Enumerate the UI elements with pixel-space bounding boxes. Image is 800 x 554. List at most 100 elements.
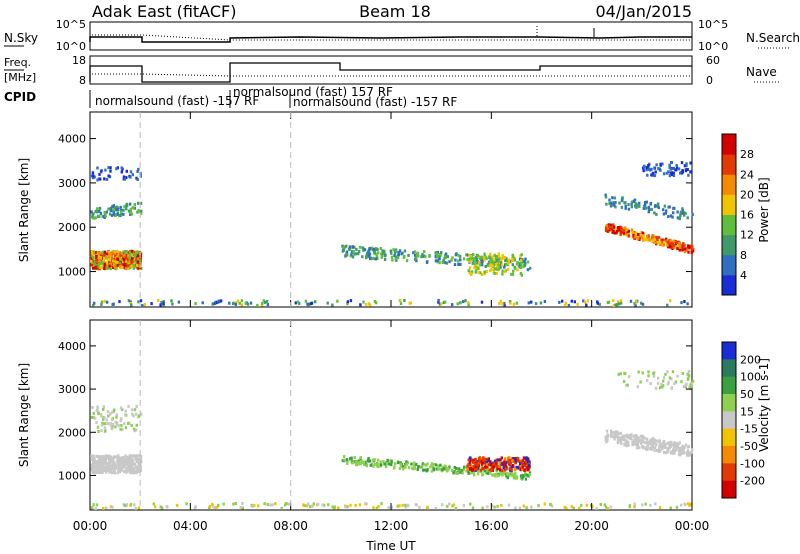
power-cell xyxy=(127,209,131,213)
power-cell xyxy=(608,198,611,202)
power-cell xyxy=(522,265,525,269)
vel-cell xyxy=(414,503,418,507)
power-cell xyxy=(681,248,685,252)
vel-cell xyxy=(636,385,639,389)
vel-cell xyxy=(470,458,474,462)
vel-cell xyxy=(617,372,620,376)
vel-cell xyxy=(630,437,633,441)
vel-cell xyxy=(452,471,455,475)
power-cell xyxy=(666,303,669,307)
vel-cell xyxy=(639,438,642,442)
power-cell xyxy=(111,250,114,254)
vel-cell xyxy=(131,454,134,458)
vel-cell xyxy=(386,458,389,462)
power-cell xyxy=(619,301,623,305)
power-cell xyxy=(122,256,125,260)
vel-cell xyxy=(134,457,137,461)
power-cell xyxy=(125,250,128,253)
power-cell xyxy=(644,238,648,242)
vel-cell xyxy=(504,461,508,465)
power-cell xyxy=(466,253,469,257)
vel-cell xyxy=(467,462,470,466)
vel-cell xyxy=(125,470,128,474)
vel-cell xyxy=(654,502,657,506)
power-cell xyxy=(116,213,120,216)
vel-cell xyxy=(451,504,454,508)
power-cell xyxy=(618,201,621,205)
vel-colorbar-tick: 200 xyxy=(740,353,761,366)
vel-cell xyxy=(366,458,370,462)
vel-cell xyxy=(128,457,131,461)
power-cell xyxy=(528,266,532,270)
vel-cell xyxy=(661,385,664,389)
power-cell xyxy=(97,264,100,268)
vel-cell xyxy=(104,461,107,465)
vel-cell xyxy=(356,462,359,466)
vel-cell xyxy=(622,379,626,383)
power-cell xyxy=(468,253,471,257)
freq-label: Freq. xyxy=(4,56,31,69)
vel-cell xyxy=(111,460,114,464)
power-cell xyxy=(438,257,441,261)
power-cell xyxy=(160,300,163,304)
power-cell xyxy=(669,167,673,171)
vel-cell xyxy=(104,506,108,510)
vel-cell xyxy=(90,454,93,458)
power-cell xyxy=(622,231,626,235)
vel-cell xyxy=(441,503,444,507)
vel-cell xyxy=(211,504,214,508)
vel-cell xyxy=(373,458,376,462)
power-cell xyxy=(114,260,117,264)
vel-cell xyxy=(109,412,112,416)
vel-colorbar-swatch xyxy=(722,428,736,447)
vel-cell xyxy=(637,439,640,443)
power-cell xyxy=(99,261,102,265)
power-cell xyxy=(383,254,387,258)
vel-cell xyxy=(508,456,511,460)
vel-colorbar-swatch xyxy=(722,411,736,430)
power-cell xyxy=(483,258,486,262)
power-cell xyxy=(105,210,108,214)
vel-cell xyxy=(606,506,609,510)
vel-cell xyxy=(633,505,636,509)
power-cell xyxy=(668,174,671,178)
power-cell xyxy=(98,258,101,262)
power-scatter-data xyxy=(90,161,695,308)
power-cell xyxy=(129,209,132,213)
vel-cell xyxy=(333,506,336,510)
vel-cell xyxy=(124,409,127,413)
power-cell xyxy=(641,302,645,306)
vel-cell xyxy=(686,449,690,453)
power-cell xyxy=(681,245,684,249)
power-cell xyxy=(162,300,165,304)
power-cell xyxy=(122,175,126,179)
vel-cell xyxy=(678,450,682,454)
vel-colorbar-swatch xyxy=(722,342,736,360)
vel-cell xyxy=(591,505,594,509)
vel-cell xyxy=(670,386,673,390)
power-cell xyxy=(124,262,127,266)
vel-cell xyxy=(516,466,519,470)
power-cell xyxy=(107,166,110,170)
power-cell xyxy=(614,201,617,204)
vel-cell xyxy=(119,463,123,467)
power-cell xyxy=(497,252,500,256)
power-cell xyxy=(503,301,506,305)
vel-cell xyxy=(102,408,105,411)
noise-left-tick-top: 10^5 xyxy=(56,18,86,31)
vel-cell xyxy=(512,465,515,469)
vel-cell xyxy=(417,465,420,468)
vel-cell xyxy=(437,466,440,470)
power-cell xyxy=(306,302,309,306)
vel-cell xyxy=(393,465,396,469)
vel-cell xyxy=(404,503,407,507)
power-cell xyxy=(407,253,410,257)
vel-cell xyxy=(441,465,445,469)
vel-cell xyxy=(117,454,120,458)
noise-right-tick-bottom: 10^0 xyxy=(698,40,728,53)
vel-cell xyxy=(121,428,124,432)
vel-cell xyxy=(129,471,132,475)
power-cell xyxy=(511,263,514,267)
power-cell xyxy=(503,304,506,307)
vel-cell xyxy=(94,507,97,510)
